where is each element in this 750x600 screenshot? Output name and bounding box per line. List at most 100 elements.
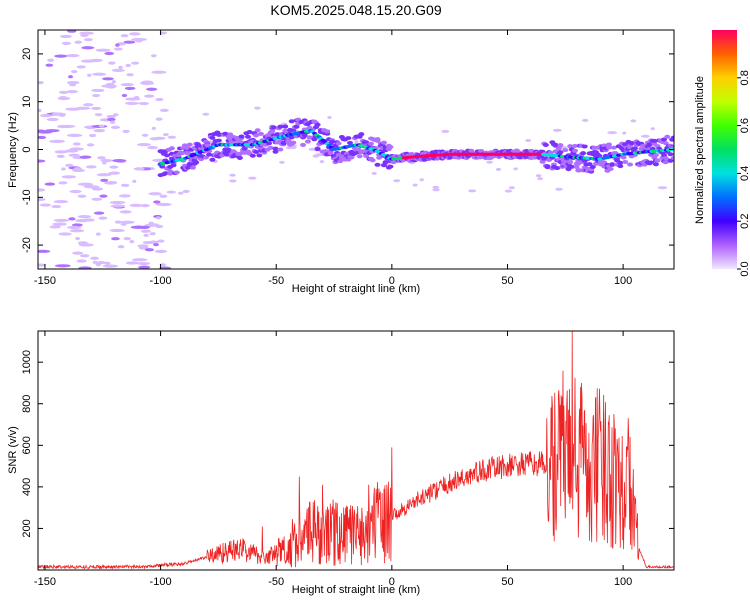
- snr-y-tick-label: 1000: [21, 350, 33, 374]
- spectrogram-noise-point: [154, 249, 168, 253]
- spectrogram-halo-point: [186, 142, 193, 147]
- spectrogram-noise-point: [108, 61, 116, 65]
- spectrogram-halo-point: [627, 162, 634, 167]
- spectrogram-noise-point: [74, 236, 81, 241]
- spectrogram-noise-point: [248, 176, 257, 180]
- spectrogram-halo-point: [662, 141, 669, 146]
- snr-y-ticks: 200 400 600 800 1000: [21, 350, 674, 538]
- spectrogram-noise-point: [85, 165, 97, 169]
- spectrogram-noise-point: [58, 181, 68, 185]
- spectrogram-halo-point: [267, 145, 274, 150]
- spectrogram-halo-point: [223, 152, 230, 157]
- spectrogram-noise-point: [99, 194, 108, 198]
- spectrogram-noise-point: [122, 129, 130, 134]
- spectrogram-noise-point: [93, 211, 105, 215]
- spectrogram-noise-point: [123, 237, 131, 241]
- spectrogram-noise-point: [111, 80, 117, 84]
- spectrogram-halo-point: [314, 122, 321, 127]
- spectrogram-noise-point: [65, 54, 80, 58]
- spectrogram-noise-point: [162, 133, 169, 137]
- spectrogram-halo-point: [202, 155, 209, 160]
- spectrogram-noise-point: [95, 263, 102, 267]
- spectrogram-halo-point: [606, 145, 613, 150]
- spectrogram-noise-point: [432, 185, 440, 189]
- spectrogram-marks: [38, 30, 674, 269]
- spectrogram-halo-point: [572, 143, 579, 148]
- spectrogram-noise-point: [81, 46, 95, 50]
- spectrogram-noise-point: [140, 204, 150, 208]
- spectrogram-halo-point: [664, 134, 671, 139]
- spectrogram-noise-point: [155, 216, 161, 220]
- colorbar-ticks: 0.0 0.2 0.4 0.6 0.8: [737, 70, 750, 277]
- spectrogram-noise-point: [133, 167, 145, 171]
- spectrogram-halo-point: [257, 131, 264, 136]
- spectrogram-noise-point: [184, 189, 190, 193]
- spectrogram-halo-point: [206, 152, 213, 157]
- spectrogram-halo-point: [557, 143, 564, 148]
- spectrogram-halo-point: [589, 164, 596, 169]
- spectrogram-noise-point: [108, 171, 121, 175]
- spectrogram-noise-point: [53, 218, 70, 223]
- spectrogram-halo-point: [167, 169, 174, 174]
- spectrogram-noise-point: [419, 178, 424, 182]
- spectrogram-noise-point: [105, 82, 115, 87]
- spectrogram-y-label: Frequency (Hz): [7, 112, 19, 188]
- spectrogram-halo-point: [322, 149, 329, 154]
- spectrogram-noise-point: [92, 260, 98, 264]
- spectrogram-noise-point: [52, 222, 68, 226]
- spectrogram-noise-point: [118, 65, 123, 69]
- spectrogram-noise-point: [640, 134, 650, 138]
- spectrogram-halo-point: [387, 144, 394, 149]
- spectrogram-halo-point: [314, 147, 321, 152]
- spectrogram-halo-point: [282, 124, 289, 129]
- spectrogram-noise-point: [138, 101, 150, 106]
- spectrogram-noise-point: [148, 221, 154, 225]
- spectrogram-noise-point: [45, 63, 54, 67]
- spectrogram-noise-point: [58, 90, 69, 94]
- spectrogram-halo-point: [186, 161, 193, 166]
- snr-y-tick-label: 200: [21, 519, 33, 537]
- spectrogram-noise-point: [79, 155, 92, 159]
- spectrogram-noise-point: [90, 256, 99, 260]
- spectrogram-x-tick-label: -50: [268, 275, 284, 287]
- spectrogram-halo-point: [670, 155, 674, 160]
- spectrogram-noise-point: [155, 97, 164, 102]
- spectrogram-noise-point: [432, 188, 440, 192]
- spectrogram-noise-point: [147, 146, 158, 150]
- spectrogram-halo-point: [269, 129, 276, 134]
- snr-x-ticks: -150 -100 -50 0 50 100: [34, 331, 632, 588]
- spectrogram-halo-point: [568, 164, 575, 169]
- spectrogram-halo-point: [542, 142, 549, 147]
- spectrogram-noise-point: [126, 73, 134, 77]
- spectrogram-noise-point: [142, 240, 154, 245]
- spectrogram-halo-point: [382, 160, 389, 165]
- spectrogram-noise-point: [148, 192, 162, 196]
- spectrogram-noise-point: [131, 61, 140, 65]
- spectrogram-noise-point: [38, 135, 47, 140]
- spectrogram-halo-point: [557, 150, 564, 155]
- spectrogram-halo-point: [661, 137, 668, 142]
- spectrogram-noise-point: [111, 68, 125, 72]
- spectrogram-noise-point: [149, 137, 160, 141]
- spectrogram-y-tick-label: -10: [21, 189, 33, 205]
- spectrogram-noise-point: [67, 30, 77, 33]
- spectrogram-noise-point: [159, 194, 168, 198]
- spectrogram-noise-point: [125, 101, 140, 105]
- spectrogram-noise-point: [109, 200, 126, 205]
- spectrogram-noise-point: [155, 202, 172, 207]
- spectrogram-noise-point: [112, 159, 127, 163]
- spectrogram-noise-point: [552, 128, 562, 132]
- spectrogram-noise-point: [412, 183, 418, 187]
- spectrogram-halo-point: [358, 132, 365, 137]
- spectrogram-halo-point: [209, 135, 216, 140]
- spectrogram-noise-point: [49, 139, 65, 143]
- spectrogram-halo-point: [387, 164, 394, 169]
- spectrogram-halo-point: [324, 129, 331, 134]
- spectrogram-halo-point: [572, 148, 579, 153]
- spectrogram-halo-point: [596, 153, 603, 158]
- spectrogram-halo-point: [667, 158, 674, 163]
- spectrogram-noise-point: [54, 264, 71, 268]
- snr-y-tick-label: 800: [21, 395, 33, 413]
- snr-panel: -150 -100 -50 0 50 100 200 400 600 800 1000 Heigh…: [7, 330, 675, 596]
- spectrogram-noise-point: [58, 96, 68, 100]
